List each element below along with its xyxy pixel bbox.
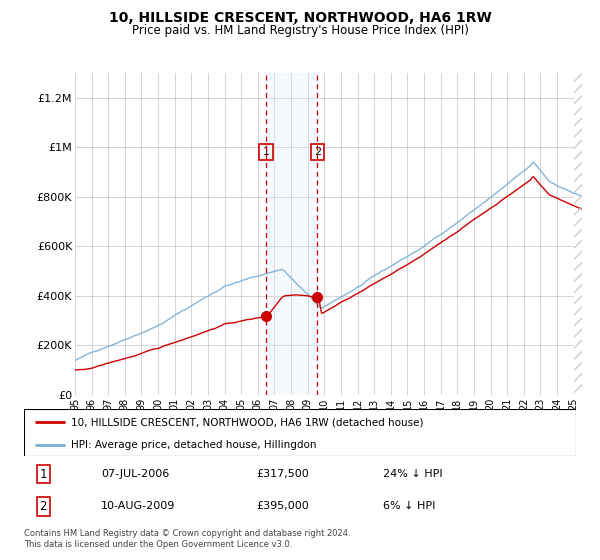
Text: 2: 2 — [314, 147, 321, 157]
Text: 10-AUG-2009: 10-AUG-2009 — [101, 501, 176, 511]
Text: 1: 1 — [263, 147, 269, 157]
Text: Price paid vs. HM Land Registry's House Price Index (HPI): Price paid vs. HM Land Registry's House … — [131, 24, 469, 36]
Bar — [266, 73, 317, 395]
Text: HPI: Average price, detached house, Hillingdon: HPI: Average price, detached house, Hill… — [71, 440, 316, 450]
Text: £317,500: £317,500 — [256, 469, 308, 479]
Text: 6% ↓ HPI: 6% ↓ HPI — [383, 501, 435, 511]
Bar — [574, 73, 582, 395]
Text: Contains HM Land Registry data © Crown copyright and database right 2024.
This d: Contains HM Land Registry data © Crown c… — [24, 529, 350, 549]
Text: 07-JUL-2006: 07-JUL-2006 — [101, 469, 170, 479]
Text: 2: 2 — [40, 500, 47, 513]
Text: 10, HILLSIDE CRESCENT, NORTHWOOD, HA6 1RW (detached house): 10, HILLSIDE CRESCENT, NORTHWOOD, HA6 1R… — [71, 417, 424, 427]
Text: 1: 1 — [40, 468, 47, 480]
Text: 24% ↓ HPI: 24% ↓ HPI — [383, 469, 442, 479]
Bar — [574, 73, 582, 395]
Text: 10, HILLSIDE CRESCENT, NORTHWOOD, HA6 1RW: 10, HILLSIDE CRESCENT, NORTHWOOD, HA6 1R… — [109, 11, 491, 25]
Text: £395,000: £395,000 — [256, 501, 308, 511]
